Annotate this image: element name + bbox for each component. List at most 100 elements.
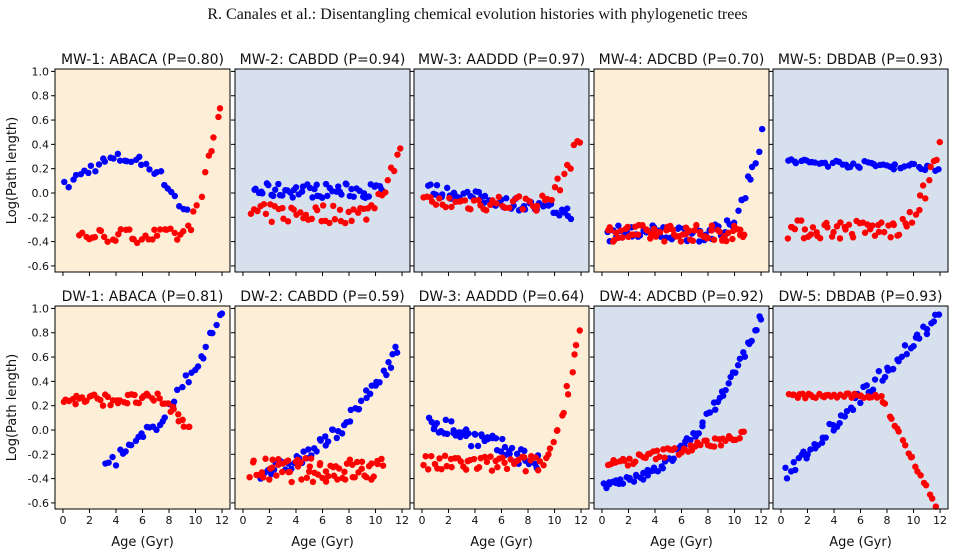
red-series-point bbox=[836, 235, 844, 242]
blue-series-point bbox=[110, 155, 117, 162]
red-series-point bbox=[647, 230, 655, 238]
blue-series-point bbox=[472, 431, 479, 438]
red-series-point bbox=[307, 455, 315, 462]
blue-series-point bbox=[824, 163, 832, 170]
blue-series-point bbox=[313, 448, 320, 455]
x-tick-label: 6 bbox=[498, 514, 505, 527]
blue-series-point bbox=[748, 337, 755, 345]
red-series-point bbox=[216, 105, 224, 112]
panel-title: MW-2: CABDD (P=0.94) bbox=[240, 52, 406, 68]
red-series-point bbox=[878, 219, 885, 226]
red-series-point bbox=[864, 221, 871, 228]
blue-series-point bbox=[269, 192, 277, 200]
blue-series-point bbox=[448, 418, 455, 425]
blue-series-point bbox=[289, 194, 296, 201]
red-series-point bbox=[689, 237, 697, 245]
blue-series-point bbox=[427, 181, 434, 188]
red-series-point bbox=[254, 207, 261, 215]
blue-series-point bbox=[923, 330, 931, 338]
red-series-point bbox=[626, 455, 633, 462]
panel-title: DW-5: DBDAB (P=0.93) bbox=[778, 289, 942, 305]
red-series-point bbox=[809, 224, 817, 231]
x-tick-label: 0 bbox=[239, 514, 246, 527]
x-tick-label: 0 bbox=[59, 514, 66, 527]
red-series-point bbox=[483, 207, 490, 214]
blue-series-point bbox=[901, 342, 909, 349]
red-series-point bbox=[556, 187, 564, 194]
red-series-point bbox=[710, 236, 718, 243]
blue-series-point bbox=[333, 434, 340, 442]
red-series-point bbox=[569, 369, 576, 376]
red-series-point bbox=[842, 226, 849, 233]
red-series-point bbox=[97, 396, 104, 404]
red-series-point bbox=[607, 226, 614, 234]
blue-series-point bbox=[292, 184, 300, 191]
x-axis-label: Age (Gyr) bbox=[111, 535, 174, 550]
red-series-point bbox=[193, 202, 200, 209]
red-series-point bbox=[532, 454, 539, 461]
blue-series-point bbox=[365, 193, 373, 200]
blue-series-point bbox=[114, 150, 122, 158]
red-series-point bbox=[378, 455, 385, 463]
red-series-point bbox=[358, 465, 365, 472]
red-series-point bbox=[268, 464, 276, 471]
blue-series-point bbox=[444, 430, 451, 438]
blue-series-point bbox=[101, 158, 109, 165]
blue-series-point bbox=[722, 386, 729, 394]
red-series-point bbox=[422, 453, 429, 460]
red-series-point bbox=[927, 163, 934, 171]
blue-series-point bbox=[348, 185, 355, 193]
red-series-point bbox=[331, 216, 339, 223]
red-series-point bbox=[100, 233, 108, 241]
x-tick-label: 8 bbox=[166, 514, 173, 527]
y-tick-label: 0.6 bbox=[32, 351, 50, 364]
x-tick-label: 0 bbox=[598, 514, 605, 527]
blue-series-point bbox=[61, 178, 68, 186]
red-series-point bbox=[554, 427, 561, 434]
blue-series-point bbox=[275, 180, 282, 188]
blue-series-point bbox=[481, 192, 489, 200]
red-series-point bbox=[725, 229, 732, 237]
red-series-point bbox=[350, 206, 357, 213]
blue-series-point bbox=[474, 442, 482, 450]
blue-series-point bbox=[157, 168, 165, 175]
red-series-point bbox=[313, 206, 321, 214]
red-series-point bbox=[170, 405, 177, 413]
red-series-point bbox=[428, 452, 435, 460]
red-series-point bbox=[384, 177, 391, 184]
blue-series-point bbox=[475, 188, 483, 196]
red-series-point bbox=[215, 113, 222, 121]
red-series-point bbox=[470, 455, 478, 463]
red-series-point bbox=[275, 456, 282, 463]
blue-series-point bbox=[670, 455, 677, 462]
blue-series-point bbox=[202, 343, 209, 351]
red-series-point bbox=[470, 197, 478, 204]
y-tick-label: 1.0 bbox=[32, 302, 50, 315]
red-series-point bbox=[99, 402, 107, 409]
red-series-point bbox=[303, 474, 311, 481]
x-tick-label: 6 bbox=[139, 514, 146, 527]
blue-series-point bbox=[317, 437, 324, 444]
red-series-point bbox=[156, 226, 164, 233]
red-series-point bbox=[717, 442, 725, 449]
red-series-point bbox=[546, 445, 554, 452]
red-series-point bbox=[115, 230, 122, 238]
red-series-point bbox=[149, 236, 156, 243]
red-series-point bbox=[179, 416, 186, 424]
red-series-point bbox=[425, 466, 432, 473]
page-header: R. Canales et al.: Disentangling chemica… bbox=[207, 6, 748, 23]
blue-series-point bbox=[467, 442, 475, 450]
red-series-point bbox=[526, 198, 533, 205]
blue-series-point bbox=[387, 364, 395, 371]
red-series-point bbox=[260, 200, 268, 208]
x-tick-label: 4 bbox=[292, 514, 299, 527]
red-series-point bbox=[112, 237, 119, 244]
blue-series-point bbox=[116, 157, 124, 164]
red-series-point bbox=[198, 193, 206, 201]
x-tick-label: 2 bbox=[445, 514, 452, 527]
y-tick-label: 0.8 bbox=[32, 90, 50, 103]
panel-title: MW-5: DBDAB (P=0.93) bbox=[778, 52, 943, 68]
red-series-point bbox=[91, 233, 99, 241]
blue-series-point bbox=[747, 176, 754, 183]
red-series-point bbox=[916, 192, 924, 199]
